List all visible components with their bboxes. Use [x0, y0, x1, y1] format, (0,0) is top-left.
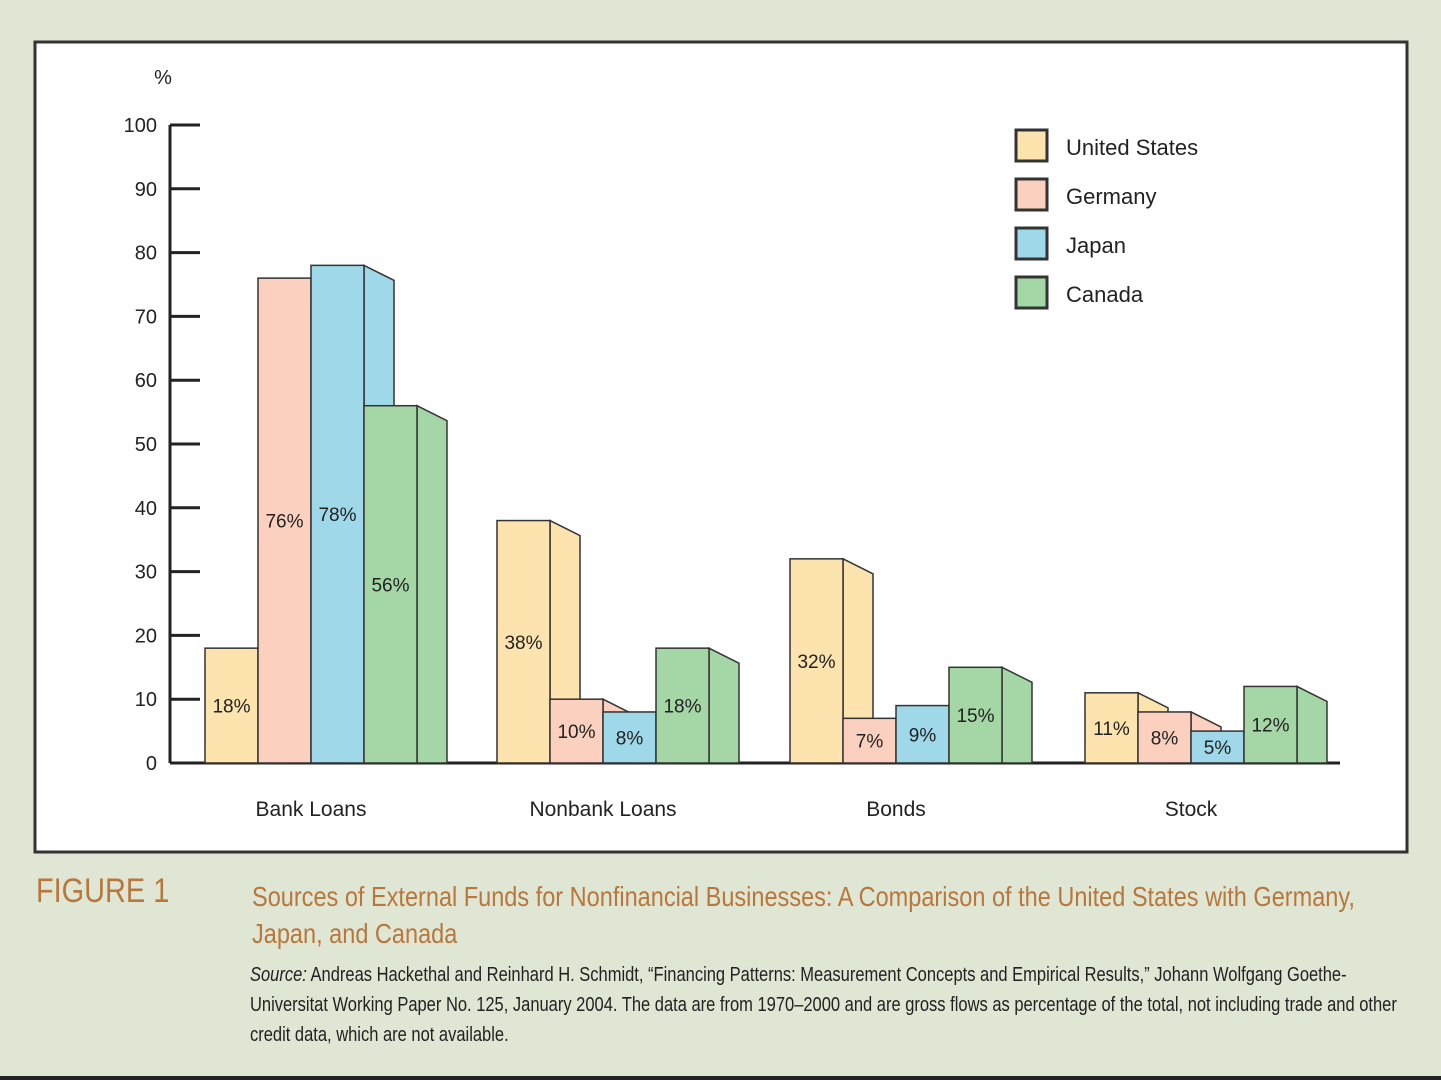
y-tick-label: 90	[135, 179, 157, 201]
bar	[363, 404, 418, 764]
x-tick-label: Bank Loans	[256, 798, 367, 821]
figure-source: Source: Andreas Hackethal and Reinhard H…	[250, 960, 1405, 1050]
x-tick-label: Stock	[1165, 798, 1218, 821]
bar	[204, 647, 259, 764]
figure-title: Sources of External Funds for Nonfinanci…	[252, 881, 1355, 949]
legend-swatch	[1014, 275, 1049, 310]
bar	[895, 704, 950, 764]
bar	[789, 558, 844, 764]
data-label: 5%	[1204, 738, 1232, 759]
bar	[1084, 692, 1139, 764]
bar	[549, 698, 604, 764]
y-tick-label: 40	[135, 498, 157, 520]
x-tick-label: Bonds	[866, 798, 926, 821]
data-label: 12%	[1251, 716, 1289, 737]
legend-label: Japan	[1066, 233, 1126, 258]
bar-side	[416, 404, 448, 764]
bar	[310, 264, 365, 764]
legend-label: United States	[1066, 135, 1198, 160]
x-tick-label: Nonbank Loans	[529, 798, 676, 821]
y-tick-label: 0	[146, 753, 157, 775]
legend-swatch	[1014, 177, 1049, 212]
legend-label: Canada	[1066, 282, 1144, 307]
y-tick-label: 70	[135, 306, 157, 328]
y-tick-label: 80	[135, 243, 157, 265]
bar	[948, 666, 1003, 764]
data-label: 76%	[265, 512, 303, 533]
y-tick-label: 50	[135, 434, 157, 456]
y-tick-label: 10	[135, 689, 157, 711]
data-label: 8%	[616, 728, 644, 749]
data-label: 15%	[956, 706, 994, 727]
y-tick-label: 30	[135, 562, 157, 584]
data-label: 38%	[504, 633, 542, 654]
data-label: 10%	[557, 722, 595, 743]
data-label: 18%	[663, 697, 701, 718]
bar-chart: % 0 10 20 30 40 50 60 70 80 90 100 Bank Loans 18% 76…	[33, 40, 1409, 854]
bar	[1190, 730, 1245, 764]
y-tick-label: 20	[135, 625, 157, 647]
bar	[496, 519, 551, 764]
bar-side	[708, 646, 740, 764]
y-tick-label: 60	[135, 370, 157, 392]
y-tick-label: 100	[124, 115, 157, 137]
bar	[1243, 685, 1298, 764]
bottom-rule	[0, 1076, 1441, 1080]
data-label: 18%	[212, 697, 250, 718]
y-axis-label: %	[154, 67, 172, 89]
data-label: 78%	[318, 505, 356, 526]
bar-side	[1001, 666, 1033, 764]
data-label: 9%	[909, 725, 937, 746]
legend-label: Germany	[1066, 184, 1156, 209]
data-label: 56%	[371, 575, 409, 596]
data-label: 32%	[797, 652, 835, 673]
bar	[1137, 711, 1192, 764]
legend-swatch	[1014, 128, 1049, 163]
figure-label: FIGURE 1	[36, 872, 170, 910]
bar	[842, 717, 897, 764]
data-label: 8%	[1151, 728, 1179, 749]
source-text: Andreas Hackethal and Reinhard H. Schmid…	[250, 964, 1397, 1046]
bar	[602, 711, 657, 764]
data-label: 7%	[856, 732, 884, 753]
bar	[655, 647, 710, 764]
legend-swatch	[1014, 226, 1049, 261]
source-prefix: Source:	[250, 964, 307, 986]
data-label: 11%	[1093, 719, 1130, 740]
